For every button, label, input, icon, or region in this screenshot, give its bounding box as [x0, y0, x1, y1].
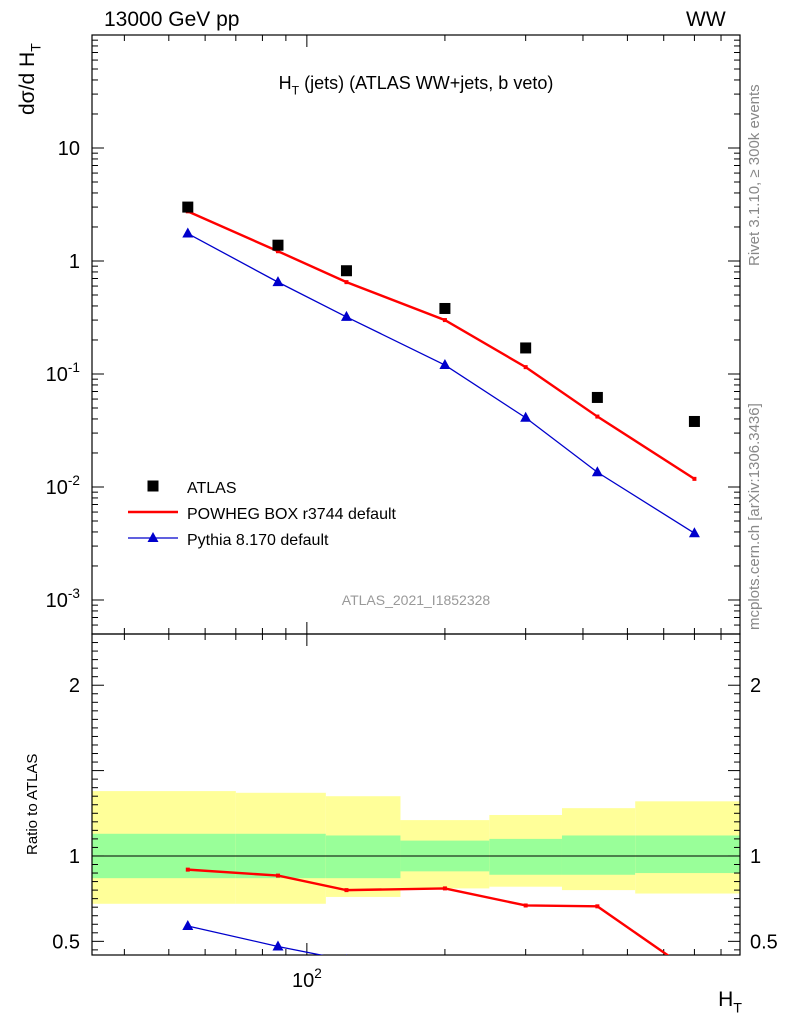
y-tick-label: 1	[69, 251, 80, 273]
x-axis-label: HT	[718, 988, 742, 1016]
ratio-pythia-point	[439, 966, 450, 976]
atlas-points	[182, 201, 700, 427]
pythia-point	[340, 310, 352, 321]
y-tick-label: 10	[58, 138, 80, 160]
atlas-point	[340, 265, 352, 277]
y-tick-label: 10-2	[46, 473, 80, 499]
ratio-y-tick-label-right: 2	[750, 675, 761, 697]
ratio-y-tick-label-left: 1	[69, 846, 80, 868]
legend-atlas-marker	[147, 480, 159, 492]
analysis-watermark: ATLAS_2021_I1852328	[342, 592, 491, 608]
legend-atlas-label: ATLAS	[187, 480, 237, 497]
ratio-powheg-point	[692, 972, 696, 976]
x-tick-label: 102	[292, 966, 322, 992]
pythia-points	[182, 227, 700, 538]
ratio-pythia-line	[187, 925, 325, 955]
atlas-point	[439, 302, 451, 314]
chart-title: HT (jets) (ATLAS WW+jets, b veto)	[279, 73, 554, 97]
y-tick-label: 10-1	[46, 360, 80, 386]
ratio-powheg-point	[595, 904, 600, 909]
ratio-y-tick-label-left: 0.5	[52, 931, 80, 953]
pythia-point	[591, 466, 603, 477]
ratio-pythia-point	[345, 954, 347, 955]
ratio-pythia-point	[592, 983, 603, 993]
stat-band	[489, 838, 562, 875]
ratio-pythia-point	[520, 980, 531, 990]
atlas-point	[688, 415, 700, 427]
pythia-point	[182, 227, 194, 238]
stat-band	[325, 835, 401, 879]
ratio-y-axis-label: Ratio to ATLAS	[24, 754, 41, 855]
powheg-point	[595, 414, 600, 419]
powheg-point	[442, 318, 447, 323]
ratio-powheg-point	[275, 873, 280, 878]
pythia-point	[272, 276, 284, 287]
powheg-point	[523, 365, 528, 370]
ratio-series	[182, 867, 700, 1014]
powheg-point	[692, 476, 697, 481]
axis-ticks	[92, 34, 740, 955]
header-left: 13000 GeV pp	[104, 8, 240, 31]
powheg-point	[344, 280, 349, 285]
atlas-point	[272, 239, 284, 251]
header-right: WW	[686, 8, 726, 31]
ratio-powheg-point	[185, 867, 190, 872]
ratio-powheg-point	[442, 886, 447, 891]
powheg-line	[187, 210, 696, 480]
ratio-pythia-point	[272, 940, 284, 951]
ratio-y-tick-label-left: 2	[69, 675, 80, 697]
legend-pythia-marker	[147, 532, 159, 542]
atlas-point	[182, 201, 194, 213]
rivet-label: Rivet 3.1.10, ≥ 300k events	[746, 84, 763, 266]
y-axis-label: dσ/d HT	[16, 43, 44, 115]
pythia-line	[187, 232, 695, 534]
legend-pythia-label: Pythia 8.170 default	[187, 532, 329, 549]
legend-powheg-label: POWHEG BOX r3744 default	[187, 506, 397, 523]
ratio-powheg-point	[523, 903, 528, 908]
pythia-point	[688, 527, 700, 538]
uncertainty-bands	[92, 791, 740, 904]
ratio-pythia-point	[689, 1004, 700, 1014]
mcplots-label: mcplots.cern.ch [arXiv:1306.3436]	[746, 403, 763, 630]
atlas-point	[591, 391, 603, 403]
legend: ATLAS POWHEG BOX r3744 default Pythia 8.17…	[128, 480, 397, 549]
powheg-points	[185, 209, 697, 481]
powheg-point	[275, 249, 280, 254]
ratio-pythia-point	[182, 919, 194, 930]
pythia-point	[520, 411, 532, 422]
ratio-powheg-point	[344, 888, 349, 893]
pythia-point	[439, 359, 451, 370]
y-tick-label: 10-3	[46, 586, 80, 612]
ratio-y-tick-label-right: 1	[750, 846, 761, 868]
ratio-panel-frame	[91, 633, 741, 956]
ratio-y-tick-label-right: 0.5	[750, 931, 778, 953]
stat-band	[561, 835, 636, 875]
atlas-point	[520, 342, 532, 354]
stat-band	[635, 835, 740, 874]
